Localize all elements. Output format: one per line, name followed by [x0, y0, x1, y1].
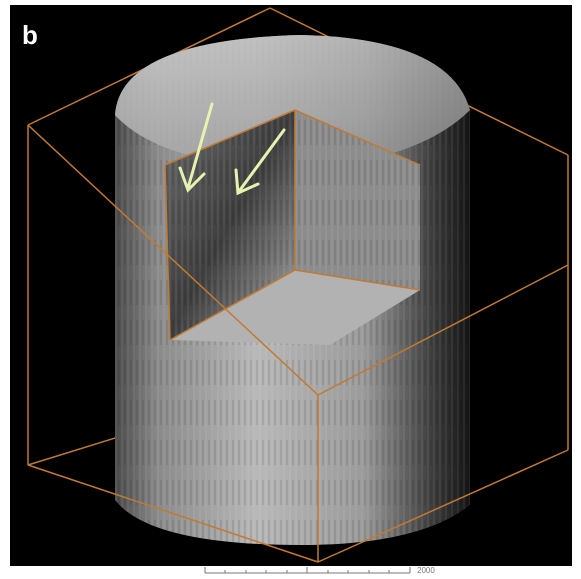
scale-bar — [205, 567, 410, 573]
panel-label: b — [22, 20, 38, 50]
figure: b 2000 — [0, 0, 581, 579]
page: b 2000 (() => { const data = JSON.parse(… — [0, 0, 581, 579]
scale-bar-label: 2000 — [417, 566, 435, 575]
